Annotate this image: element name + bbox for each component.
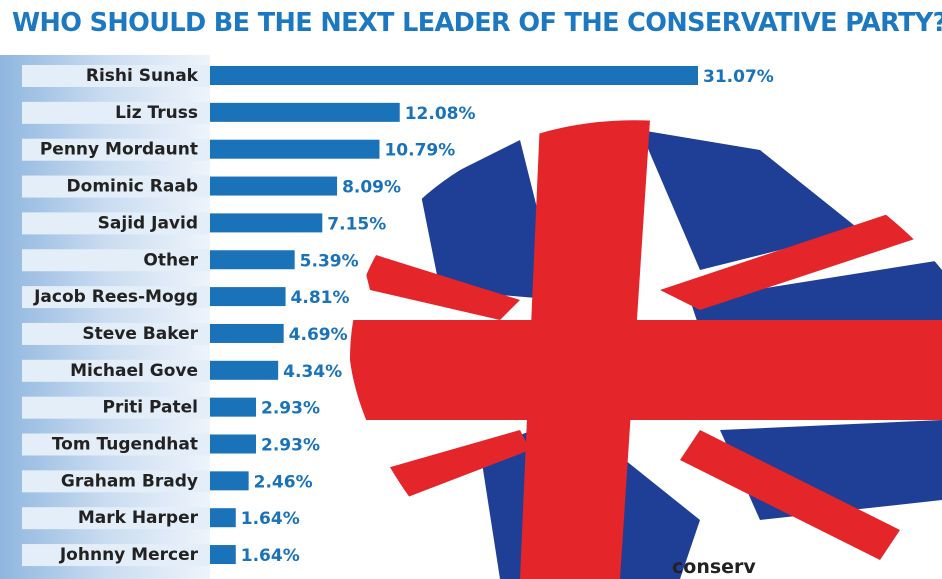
bar <box>210 213 323 233</box>
value-label: 2.93% <box>261 436 320 456</box>
bar <box>210 471 249 491</box>
row-background <box>22 138 210 161</box>
value-label: 1.64% <box>241 546 300 566</box>
union-jack-torch-logo <box>350 120 942 579</box>
category-label: Penny Mordaunt <box>40 140 198 160</box>
category-label: Graham Brady <box>61 471 198 491</box>
row-background <box>22 65 210 87</box>
bar <box>210 250 295 270</box>
bar <box>210 323 284 343</box>
value-label: 31.07% <box>703 67 774 87</box>
category-label: Liz Truss <box>115 103 198 123</box>
bar <box>210 176 338 196</box>
value-label: 12.08% <box>405 104 476 124</box>
bar <box>210 360 279 380</box>
value-label: 7.15% <box>327 214 386 234</box>
value-label: 5.39% <box>300 251 359 271</box>
bar <box>210 508 236 528</box>
category-label: Tom Tugendhat <box>52 435 198 455</box>
value-label: 2.46% <box>254 472 313 492</box>
bar <box>210 102 400 122</box>
category-label: Other <box>143 250 198 270</box>
category-label: Rishi Sunak <box>86 66 199 86</box>
chart-title: WHO SHOULD BE THE NEXT LEADER OF THE CON… <box>12 8 942 38</box>
category-label: Johnny Mercer <box>59 545 199 565</box>
category-label: Jacob Rees-Mogg <box>33 287 198 307</box>
row-background <box>22 396 210 419</box>
value-label: 2.93% <box>261 399 320 419</box>
row-background <box>22 249 210 272</box>
category-label: Dominic Raab <box>67 177 198 197</box>
row-background <box>22 322 210 345</box>
category-label: Priti Patel <box>102 398 198 418</box>
row-background <box>22 544 210 567</box>
category-label: Michael Gove <box>70 361 198 381</box>
bar <box>210 397 257 417</box>
bar <box>210 139 380 159</box>
row-background <box>22 212 210 235</box>
value-label: 10.79% <box>384 141 455 161</box>
value-label: 8.09% <box>342 178 401 198</box>
category-label: Mark Harper <box>78 508 199 528</box>
label-panel <box>0 55 210 579</box>
row-background <box>22 470 210 493</box>
row-background <box>22 359 210 382</box>
bar <box>210 434 257 454</box>
bar <box>210 545 236 565</box>
value-label: 1.64% <box>241 509 300 529</box>
row-background <box>22 286 210 309</box>
category-label: Steve Baker <box>82 324 198 344</box>
row-background <box>22 101 210 124</box>
value-label: 4.69% <box>289 325 348 345</box>
value-label: 4.34% <box>283 362 342 382</box>
row-background <box>22 175 210 198</box>
watermark: conserv <box>672 556 756 578</box>
row-background <box>22 433 210 456</box>
row-background <box>22 507 210 530</box>
bar <box>210 287 286 307</box>
category-label: Sajid Javid <box>98 213 198 233</box>
value-label: 4.81% <box>291 288 350 308</box>
bar <box>210 66 698 85</box>
